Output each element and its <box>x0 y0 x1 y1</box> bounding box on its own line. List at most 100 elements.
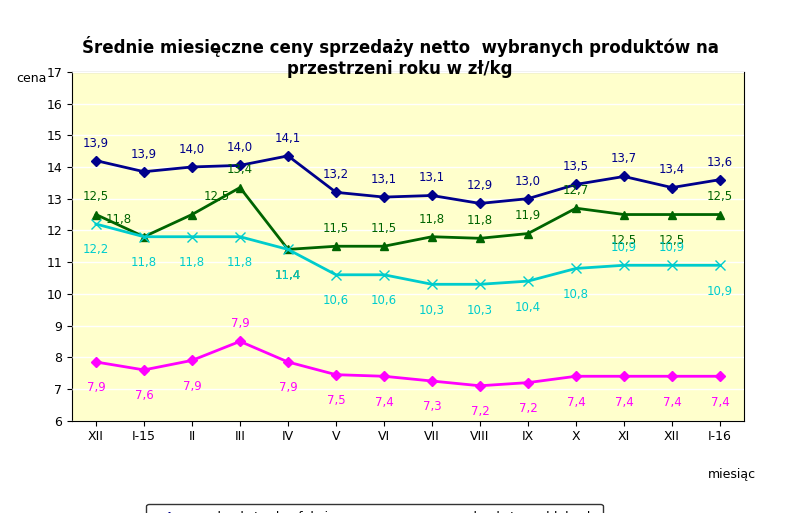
Text: 11,8: 11,8 <box>467 214 493 227</box>
Text: 10,8: 10,8 <box>563 288 589 301</box>
Text: 14,1: 14,1 <box>275 132 301 145</box>
Text: 12,5: 12,5 <box>659 234 685 247</box>
Ser Edamski <box>571 265 581 271</box>
masło ekstra konfekcjonowane <box>187 164 197 170</box>
Text: 7,2: 7,2 <box>470 405 490 418</box>
Text: 7,9: 7,9 <box>230 317 250 330</box>
Text: cena: cena <box>16 72 46 85</box>
odtłuszczone mleko w proszku <box>379 373 389 379</box>
Text: 13,7: 13,7 <box>611 152 637 165</box>
Text: 7,5: 7,5 <box>326 394 346 407</box>
Text: 11,4: 11,4 <box>275 269 301 282</box>
odtłuszczone mleko w proszku <box>91 359 101 365</box>
masło ekstra konfekcjonowane <box>475 201 485 207</box>
Text: 14,0: 14,0 <box>227 141 253 154</box>
Text: 11,8: 11,8 <box>131 256 157 269</box>
Text: Średnie miesięczne ceny sprzedaży netto  wybranych produktów na
przestrzeni roku: Średnie miesięczne ceny sprzedaży netto … <box>82 36 718 77</box>
odtłuszczone mleko w proszku <box>283 359 293 365</box>
Text: 7,4: 7,4 <box>566 396 586 409</box>
Text: 7,3: 7,3 <box>422 401 442 413</box>
Ser Edamski <box>715 262 725 268</box>
Text: 7,9: 7,9 <box>278 382 298 394</box>
masło ekstra w blokach <box>667 211 677 218</box>
masło ekstra w blokach <box>139 233 149 240</box>
odtłuszczone mleko w proszku <box>187 358 197 364</box>
Text: 7,4: 7,4 <box>662 396 682 409</box>
Text: 10,6: 10,6 <box>371 294 397 307</box>
odtłuszczone mleko w proszku <box>667 373 677 379</box>
masło ekstra konfekcjonowane <box>523 195 533 202</box>
Text: 10,3: 10,3 <box>419 304 445 317</box>
Text: 11,8: 11,8 <box>106 212 132 226</box>
odtłuszczone mleko w proszku <box>427 378 437 384</box>
Ser Edamski <box>667 262 677 268</box>
Text: 12,9: 12,9 <box>467 180 493 192</box>
Text: 7,9: 7,9 <box>86 382 106 394</box>
Text: 10,6: 10,6 <box>323 294 349 307</box>
Text: 12,5: 12,5 <box>83 190 109 204</box>
masło ekstra w blokach <box>427 233 437 240</box>
masło ekstra w blokach <box>571 205 581 211</box>
masło ekstra konfekcjonowane <box>331 189 341 195</box>
Line: masło ekstra w blokach: masło ekstra w blokach <box>92 184 724 253</box>
Text: 13,1: 13,1 <box>419 171 445 184</box>
Ser Edamski <box>283 246 293 252</box>
Text: 11,5: 11,5 <box>371 222 397 235</box>
Ser Edamski <box>139 233 149 240</box>
Text: 7,4: 7,4 <box>710 396 730 409</box>
odtłuszczone mleko w proszku <box>715 373 725 379</box>
Text: 10,9: 10,9 <box>707 285 733 298</box>
masło ekstra konfekcjonowane <box>91 157 101 164</box>
Text: miesiąc: miesiąc <box>708 468 756 481</box>
Text: 12,5: 12,5 <box>707 190 733 204</box>
Ser Edamski <box>475 281 485 287</box>
Ser Edamski <box>187 233 197 240</box>
Text: 11,9: 11,9 <box>515 209 541 223</box>
masło ekstra konfekcjonowane <box>619 173 629 180</box>
Line: masło ekstra konfekcjonowane: masło ekstra konfekcjonowane <box>93 152 723 207</box>
Ser Edamski <box>427 281 437 287</box>
Text: 7,9: 7,9 <box>182 380 202 393</box>
Text: 10,3: 10,3 <box>467 304 493 317</box>
Text: 13,6: 13,6 <box>707 155 733 169</box>
Text: 11,8: 11,8 <box>227 256 253 269</box>
masło ekstra w blokach <box>235 185 245 191</box>
Text: 14,0: 14,0 <box>179 143 205 156</box>
odtłuszczone mleko w proszku <box>523 380 533 386</box>
odtłuszczone mleko w proszku <box>139 367 149 373</box>
masło ekstra w blokach <box>379 243 389 249</box>
masło ekstra konfekcjonowane <box>571 181 581 187</box>
Legend: masło ekstra konfekcjonowane, odtłuszczone mleko w proszku, masło ekstra w bloka: masło ekstra konfekcjonowane, odtłuszczo… <box>146 504 602 513</box>
masło ekstra w blokach <box>475 235 485 242</box>
odtłuszczone mleko w proszku <box>571 373 581 379</box>
masło ekstra w blokach <box>331 243 341 249</box>
odtłuszczone mleko w proszku <box>235 338 245 344</box>
Line: odtłuszczone mleko w proszku: odtłuszczone mleko w proszku <box>93 338 723 389</box>
masło ekstra w blokach <box>283 246 293 252</box>
masło ekstra w blokach <box>619 211 629 218</box>
masło ekstra w blokach <box>187 211 197 218</box>
Text: 13,4: 13,4 <box>227 164 253 176</box>
Text: 10,9: 10,9 <box>611 241 637 254</box>
masło ekstra konfekcjonowane <box>715 176 725 183</box>
Text: 12,7: 12,7 <box>563 184 589 197</box>
Text: 13,1: 13,1 <box>371 173 397 186</box>
masło ekstra w blokach <box>715 211 725 218</box>
Text: 7,4: 7,4 <box>614 396 634 409</box>
Text: 13,4: 13,4 <box>659 164 685 176</box>
Text: 7,2: 7,2 <box>518 402 538 415</box>
Text: 11,5: 11,5 <box>323 222 349 235</box>
masło ekstra konfekcjonowane <box>427 192 437 199</box>
Text: 7,6: 7,6 <box>134 389 154 402</box>
masło ekstra konfekcjonowane <box>139 169 149 175</box>
Text: 13,9: 13,9 <box>131 148 157 161</box>
Text: 12,5: 12,5 <box>611 234 637 247</box>
odtłuszczone mleko w proszku <box>619 373 629 379</box>
Text: 13,9: 13,9 <box>83 136 109 149</box>
Ser Edamski <box>331 272 341 278</box>
Text: 12,5: 12,5 <box>204 190 230 204</box>
masło ekstra konfekcjonowane <box>235 162 245 168</box>
Text: 12,2: 12,2 <box>83 244 109 256</box>
Ser Edamski <box>235 233 245 240</box>
Ser Edamski <box>91 221 101 227</box>
